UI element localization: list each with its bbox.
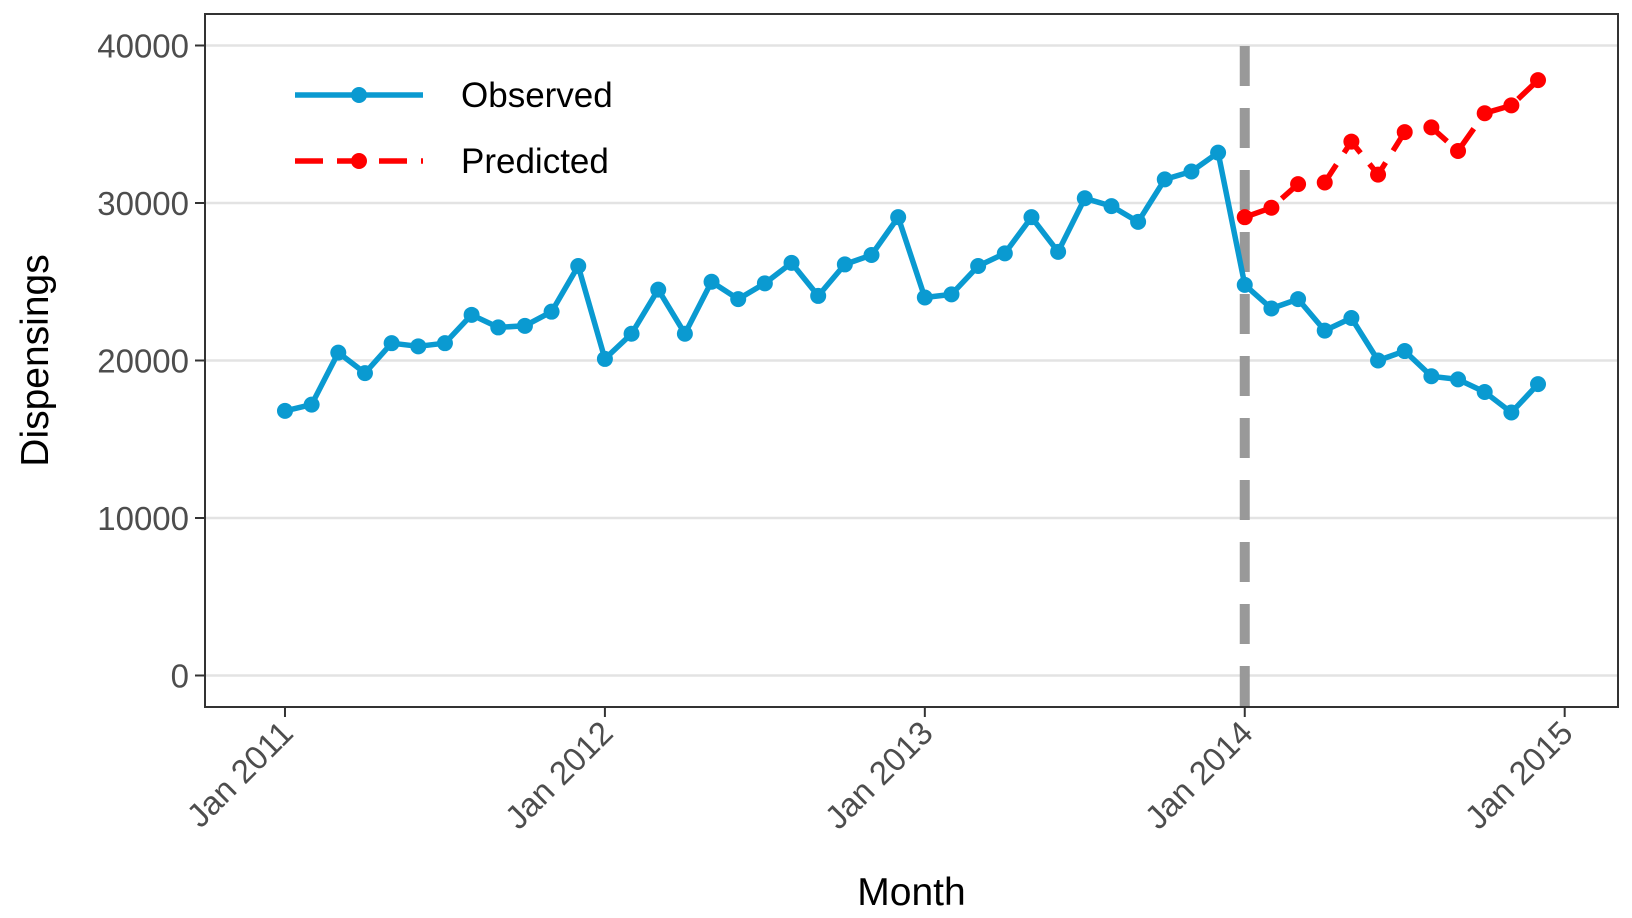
series-line-0 bbox=[284, 149, 1541, 416]
series-0-point-45 bbox=[1476, 384, 1493, 400]
series-0-point-8 bbox=[490, 319, 507, 336]
x-tick-label-1: Jan 2012 bbox=[498, 714, 620, 836]
series-0-point-14 bbox=[650, 281, 667, 298]
series-0-point-23 bbox=[890, 209, 907, 226]
series-0-point-47 bbox=[1530, 376, 1547, 393]
series-1-point-1 bbox=[1263, 199, 1280, 216]
series-1-point-6 bbox=[1396, 124, 1413, 141]
series-0-point-35 bbox=[1210, 144, 1227, 161]
series-1-point-7 bbox=[1423, 119, 1440, 136]
series-0-point-3 bbox=[356, 365, 373, 382]
x-tick-label-2: Jan 2013 bbox=[818, 714, 940, 836]
series-0-point-5 bbox=[410, 338, 427, 355]
series-0-point-22 bbox=[863, 246, 880, 263]
series-0-point-24 bbox=[916, 289, 933, 306]
series-0-point-46 bbox=[1503, 404, 1520, 421]
series-1-point-4 bbox=[1343, 133, 1360, 150]
legend-label-1: Predicted bbox=[461, 142, 609, 181]
series-0-point-26 bbox=[970, 258, 987, 274]
series-0-point-42 bbox=[1396, 343, 1413, 360]
series-0-point-2 bbox=[330, 344, 347, 361]
y-axis-title: Dispensings bbox=[14, 254, 57, 466]
series-1-point-5 bbox=[1370, 166, 1387, 183]
series-0-point-12 bbox=[596, 350, 613, 367]
legend-key-point-1 bbox=[351, 153, 367, 169]
gridlines bbox=[205, 44, 1618, 677]
series-layer bbox=[276, 72, 1547, 421]
series-0-point-18 bbox=[756, 275, 773, 292]
series-1-point-8 bbox=[1450, 143, 1467, 160]
series-0-point-31 bbox=[1103, 198, 1120, 215]
series-1-point-2 bbox=[1290, 176, 1307, 193]
x-axis-title: Month bbox=[857, 871, 965, 914]
y-tick-label-4: 40000 bbox=[97, 28, 189, 65]
series-0-point-28 bbox=[1023, 209, 1040, 226]
series-0-point-17 bbox=[730, 291, 747, 308]
x-tick-label-0: Jan 2011 bbox=[179, 714, 299, 834]
series-0-point-15 bbox=[676, 325, 693, 342]
series-line-1 bbox=[1243, 78, 1540, 220]
series-0-point-1 bbox=[303, 396, 320, 413]
series-0-point-34 bbox=[1183, 163, 1200, 180]
legend-label-0: Observed bbox=[461, 76, 613, 115]
series-0-point-21 bbox=[836, 256, 853, 273]
y-tick-label-1: 10000 bbox=[97, 500, 189, 537]
series-0-point-33 bbox=[1156, 171, 1173, 188]
series-0-point-13 bbox=[623, 325, 640, 342]
series-0-point-11 bbox=[570, 258, 587, 274]
y-tick-label-2: 20000 bbox=[97, 343, 189, 380]
series-0-point-10 bbox=[543, 303, 560, 320]
series-1-point-11 bbox=[1530, 72, 1547, 89]
series-0-point-27 bbox=[996, 245, 1013, 262]
series-0-point-4 bbox=[383, 335, 400, 352]
series-0-point-37 bbox=[1263, 300, 1280, 317]
series-0-point-30 bbox=[1076, 190, 1093, 207]
series-1-point-9 bbox=[1476, 105, 1493, 122]
y-tick-label-3: 30000 bbox=[97, 185, 189, 222]
series-0-point-19 bbox=[783, 254, 800, 271]
series-0-point-36 bbox=[1236, 276, 1253, 293]
series-1-point-0 bbox=[1236, 209, 1253, 226]
series-0-point-25 bbox=[943, 286, 960, 303]
legend-key-point-0 bbox=[351, 87, 367, 103]
series-0-point-29 bbox=[1050, 243, 1067, 260]
series-0-point-6 bbox=[436, 335, 453, 352]
series-0-point-40 bbox=[1343, 309, 1360, 326]
series-1-point-10 bbox=[1503, 97, 1520, 114]
series-0-point-43 bbox=[1423, 368, 1440, 385]
series-0-point-44 bbox=[1450, 371, 1467, 388]
series-0-point-39 bbox=[1316, 322, 1333, 339]
series-0-point-0 bbox=[276, 402, 293, 419]
series-0-point-41 bbox=[1370, 352, 1387, 369]
y-tick-label-0: 0 bbox=[171, 658, 189, 695]
series-0-point-7 bbox=[463, 306, 480, 323]
x-tick-label-4: Jan 2015 bbox=[1457, 714, 1579, 836]
series-0-point-38 bbox=[1290, 291, 1307, 308]
x-tick-label-3: Jan 2014 bbox=[1138, 714, 1260, 836]
series-0-point-32 bbox=[1130, 213, 1147, 230]
series-0-point-9 bbox=[516, 317, 533, 334]
legend: Observed Predicted bbox=[295, 76, 613, 181]
series-0-point-20 bbox=[810, 287, 827, 304]
series-0-point-16 bbox=[703, 273, 720, 290]
series-1-point-3 bbox=[1316, 174, 1333, 191]
